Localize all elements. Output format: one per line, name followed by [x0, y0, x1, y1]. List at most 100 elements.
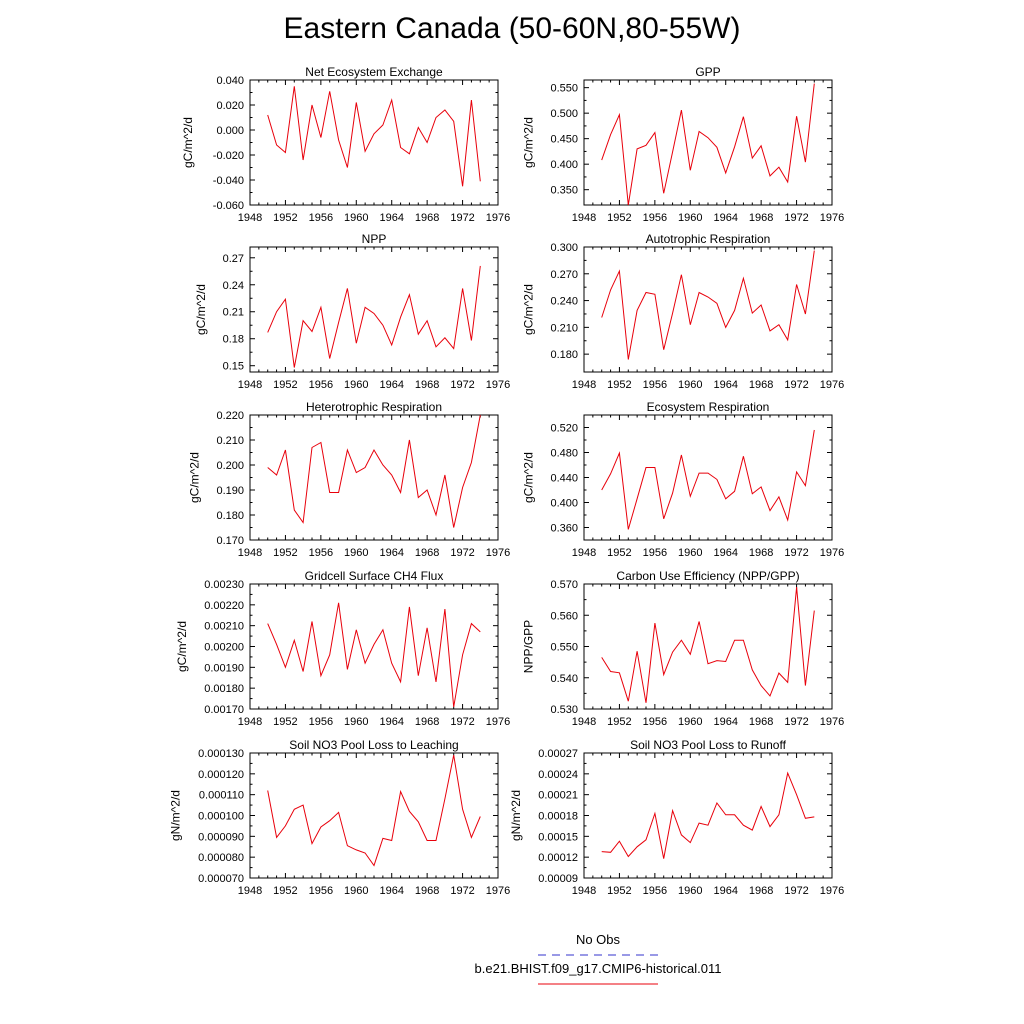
y-tick-label: 0.24	[223, 280, 244, 292]
y-tick-label: 0.180	[550, 349, 578, 361]
y-tick-label: 0.210	[216, 435, 244, 447]
series-line	[601, 587, 815, 703]
x-tick-label: 1964	[713, 212, 737, 224]
y-tick-label: 0.00027	[538, 748, 578, 760]
panel-title: Soil NO3 Pool Loss to Runoff	[630, 738, 787, 752]
x-tick-label: 1976	[820, 885, 844, 897]
panel-title: NPP	[362, 232, 387, 246]
x-tick-label: 1960	[678, 885, 702, 897]
x-tick-label: 1956	[309, 885, 333, 897]
y-axis-label: gC/m^2/d	[181, 117, 195, 168]
y-tick-label: 0.440	[550, 473, 578, 485]
y-tick-label: 0.200	[216, 460, 244, 472]
x-tick-label: 1968	[749, 379, 773, 391]
panel-frame	[249, 583, 499, 710]
y-tick-label: 0.00170	[204, 704, 244, 716]
x-tick-label: 1948	[572, 716, 596, 728]
figure-title: Eastern Canada (50-60N,80-55W)	[283, 12, 741, 45]
x-tick-label: 1948	[572, 547, 596, 559]
panel-title: Net Ecosystem Exchange	[305, 65, 443, 79]
y-tick-label: 0.450	[550, 134, 578, 146]
x-tick-label: 1976	[486, 547, 510, 559]
x-tick-label: 1964	[713, 379, 737, 391]
y-tick-label: 0.18	[223, 334, 244, 346]
y-tick-label: -0.020	[213, 150, 244, 162]
x-tick-label: 1952	[273, 212, 297, 224]
x-tick-label: 1968	[749, 716, 773, 728]
y-tick-label: 0.190	[216, 485, 244, 497]
y-tick-label: 0.000080	[198, 852, 244, 864]
x-tick-label: 1956	[309, 212, 333, 224]
x-tick-label: 1960	[678, 716, 702, 728]
x-tick-label: 1960	[678, 547, 702, 559]
x-tick-label: 1968	[749, 212, 773, 224]
y-tick-label: 0.00200	[204, 642, 244, 654]
x-tick-label: 1948	[238, 379, 262, 391]
panel-title: Autotrophic Respiration	[646, 232, 771, 246]
x-tick-label: 1952	[273, 716, 297, 728]
series-line	[601, 429, 815, 530]
x-tick-label: 1964	[379, 716, 403, 728]
y-tick-label: 0.550	[550, 83, 578, 95]
y-tick-label: 0.00220	[204, 600, 244, 612]
y-tick-label: 0.00190	[204, 662, 244, 674]
x-tick-label: 1956	[309, 716, 333, 728]
y-tick-label: 0.00024	[538, 769, 578, 781]
x-tick-label: 1948	[238, 547, 262, 559]
x-tick-label: 1956	[643, 885, 667, 897]
x-tick-label: 1972	[784, 547, 808, 559]
y-tick-label: 0.550	[550, 642, 578, 654]
x-tick-label: 1968	[749, 885, 773, 897]
x-tick-label: 1952	[273, 547, 297, 559]
y-tick-label: 0.21	[223, 307, 244, 319]
panel-title: Gridcell Surface CH4 Flux	[305, 569, 444, 583]
y-tick-label: 0.500	[550, 108, 578, 120]
y-tick-label: 0.000090	[198, 831, 244, 843]
panel-title: Carbon Use Efficiency (NPP/GPP)	[616, 569, 799, 583]
y-axis-label: gN/m^2/d	[169, 790, 183, 841]
y-tick-label: 0.27	[223, 253, 244, 265]
x-tick-label: 1960	[344, 212, 368, 224]
x-tick-label: 1972	[450, 547, 474, 559]
y-tick-label: 0.520	[550, 423, 578, 435]
x-tick-label: 1952	[607, 716, 631, 728]
y-tick-label: 0.170	[216, 535, 244, 547]
panel-frame	[249, 414, 499, 541]
x-tick-label: 1972	[450, 379, 474, 391]
x-tick-label: 1972	[450, 212, 474, 224]
x-tick-label: 1952	[607, 885, 631, 897]
y-tick-label: -0.040	[213, 175, 244, 187]
y-tick-label: 0.00012	[538, 852, 578, 864]
x-tick-label: 1960	[678, 379, 702, 391]
x-tick-label: 1976	[820, 716, 844, 728]
series-line	[267, 414, 481, 528]
x-tick-label: 1972	[784, 716, 808, 728]
y-tick-label: 0.560	[550, 610, 578, 622]
y-tick-label: 0.400	[550, 498, 578, 510]
panel-frame	[583, 414, 833, 541]
y-tick-label: 0.00009	[538, 873, 578, 885]
y-axis-label: gN/m^2/d	[509, 790, 523, 841]
y-tick-label: 0.000070	[198, 873, 244, 885]
x-tick-label: 1972	[784, 379, 808, 391]
x-tick-label: 1952	[607, 379, 631, 391]
panel-4: Autotrophic Respiration 1948 1952 1956 1960 1…	[522, 232, 845, 391]
x-tick-label: 1948	[238, 716, 262, 728]
panel-title: Ecosystem Respiration	[647, 400, 770, 414]
x-tick-label: 1964	[379, 212, 403, 224]
y-tick-label: 0.210	[550, 322, 578, 334]
x-tick-label: 1956	[643, 716, 667, 728]
x-tick-label: 1964	[713, 547, 737, 559]
y-tick-label: 0.00021	[538, 790, 578, 802]
x-tick-label: 1972	[784, 212, 808, 224]
x-tick-label: 1956	[309, 379, 333, 391]
x-tick-label: 1968	[415, 547, 439, 559]
x-tick-label: 1960	[344, 379, 368, 391]
panel-1: Net Ecosystem Exchange 1948 1952 1956 1960 19…	[181, 65, 510, 224]
y-axis-label: gC/m^2/d	[522, 117, 536, 168]
y-tick-label: 0.530	[550, 704, 578, 716]
y-tick-label: 0.400	[550, 159, 578, 171]
x-tick-label: 1952	[273, 885, 297, 897]
x-tick-label: 1976	[820, 547, 844, 559]
x-tick-label: 1976	[486, 212, 510, 224]
